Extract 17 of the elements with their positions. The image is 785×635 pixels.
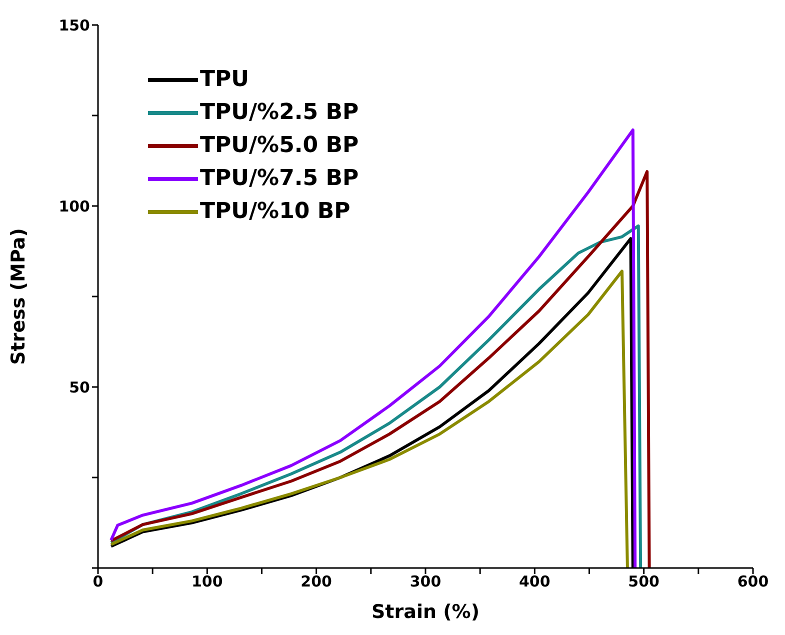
x-tick-label: 0 xyxy=(92,572,104,591)
legend-label: TPU/%5.0 BP xyxy=(200,133,359,158)
y-tick-label: 100 xyxy=(58,197,90,216)
x-tick-label: 400 xyxy=(519,572,550,591)
x-tick-label: 300 xyxy=(410,572,442,591)
legend-label: TPU xyxy=(200,67,249,92)
x-tick-label: 600 xyxy=(737,572,769,591)
y-tick-label: 150 xyxy=(58,16,90,34)
x-tick-label: 200 xyxy=(300,572,332,591)
y-axis-title: Stress (MPa) xyxy=(8,228,30,365)
x-tick-label: 100 xyxy=(192,572,223,591)
x-axis-title: Strain (%) xyxy=(371,601,480,623)
legend-label: TPU/%7.5 BP xyxy=(200,166,359,191)
y-tick-label: 50 xyxy=(69,378,90,396)
x-tick-label: 500 xyxy=(628,572,660,591)
legend-label: TPU/%2.5 BP xyxy=(200,100,359,125)
legend-label: TPU/%10 BP xyxy=(200,199,350,224)
